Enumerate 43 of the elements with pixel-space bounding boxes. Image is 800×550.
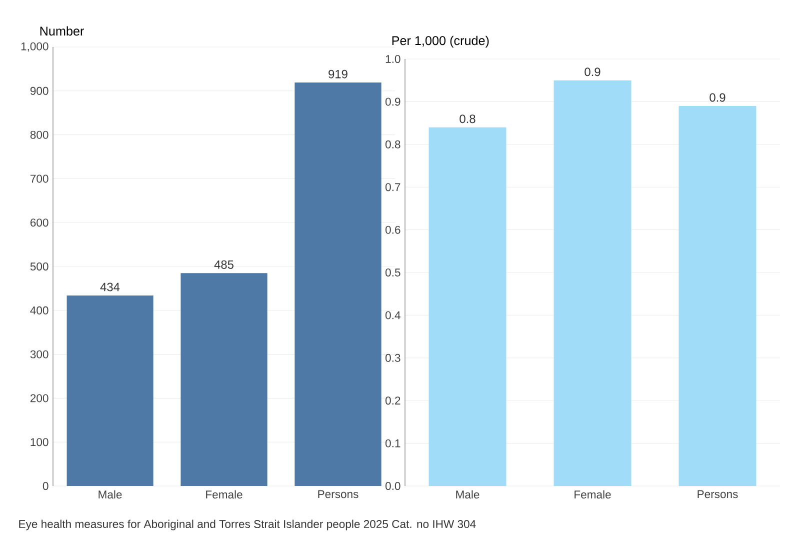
y-tick-label: 800	[30, 130, 48, 139]
text: Eye health measures for Aboriginal and Torres Strait Islander people 2025 Cat. no IHW 304	[19, 520, 476, 530]
y-tick-label: 300	[30, 350, 48, 358]
bar	[294, 82, 382, 486]
y-tick-label: 0.3	[385, 354, 400, 362]
y-axis-title: Number	[40, 26, 84, 36]
y-tick-label: 1.0	[386, 55, 400, 63]
y-tick-label: 600	[30, 218, 48, 227]
x-tick-label: Female	[206, 490, 242, 499]
data-label: 434	[100, 282, 120, 292]
y-tick-label: 400	[30, 306, 48, 314]
y-tick-label: 500	[30, 262, 48, 270]
y-tick-label: 0.5	[385, 268, 400, 276]
y-tick-label: 700	[30, 174, 48, 183]
y-tick-label: 0.7	[385, 183, 400, 192]
y-tick-label: 0.4	[385, 311, 400, 320]
bar	[678, 106, 756, 486]
y-tick-label: 900	[30, 86, 48, 95]
x-tick-label: Male	[456, 490, 480, 499]
y-tick-label: 0.1	[385, 439, 400, 448]
x-tick-label: Persons	[318, 490, 358, 498]
x-tick-label: Persons	[698, 490, 738, 498]
data-label: 919	[328, 70, 348, 78]
y-axis-title: Per 1,000 (crude)	[392, 36, 489, 48]
y-tick-label: 100	[30, 438, 48, 446]
y-tick-label: 0.8	[385, 140, 400, 148]
x-tick-label: Male	[98, 490, 122, 499]
data-label: 485	[214, 260, 234, 269]
y-tick-label: 0.2	[385, 396, 400, 405]
y-tick-label: 200	[30, 394, 48, 402]
bar	[554, 80, 632, 486]
data-label: 0.9	[710, 93, 726, 102]
data-label: 0.8	[460, 114, 476, 124]
y-tick-label: 1,000	[21, 42, 48, 52]
data-label: 0.9	[584, 68, 600, 76]
y-tick-label: 0	[42, 482, 48, 490]
bar	[428, 127, 506, 486]
y-tick-label: 0.0	[385, 482, 400, 490]
bar	[180, 273, 268, 486]
x-tick-label: Female	[574, 490, 611, 499]
y-tick-label: 0.9	[385, 98, 400, 106]
bar	[66, 295, 154, 486]
y-tick-label: 0.6	[385, 226, 400, 234]
